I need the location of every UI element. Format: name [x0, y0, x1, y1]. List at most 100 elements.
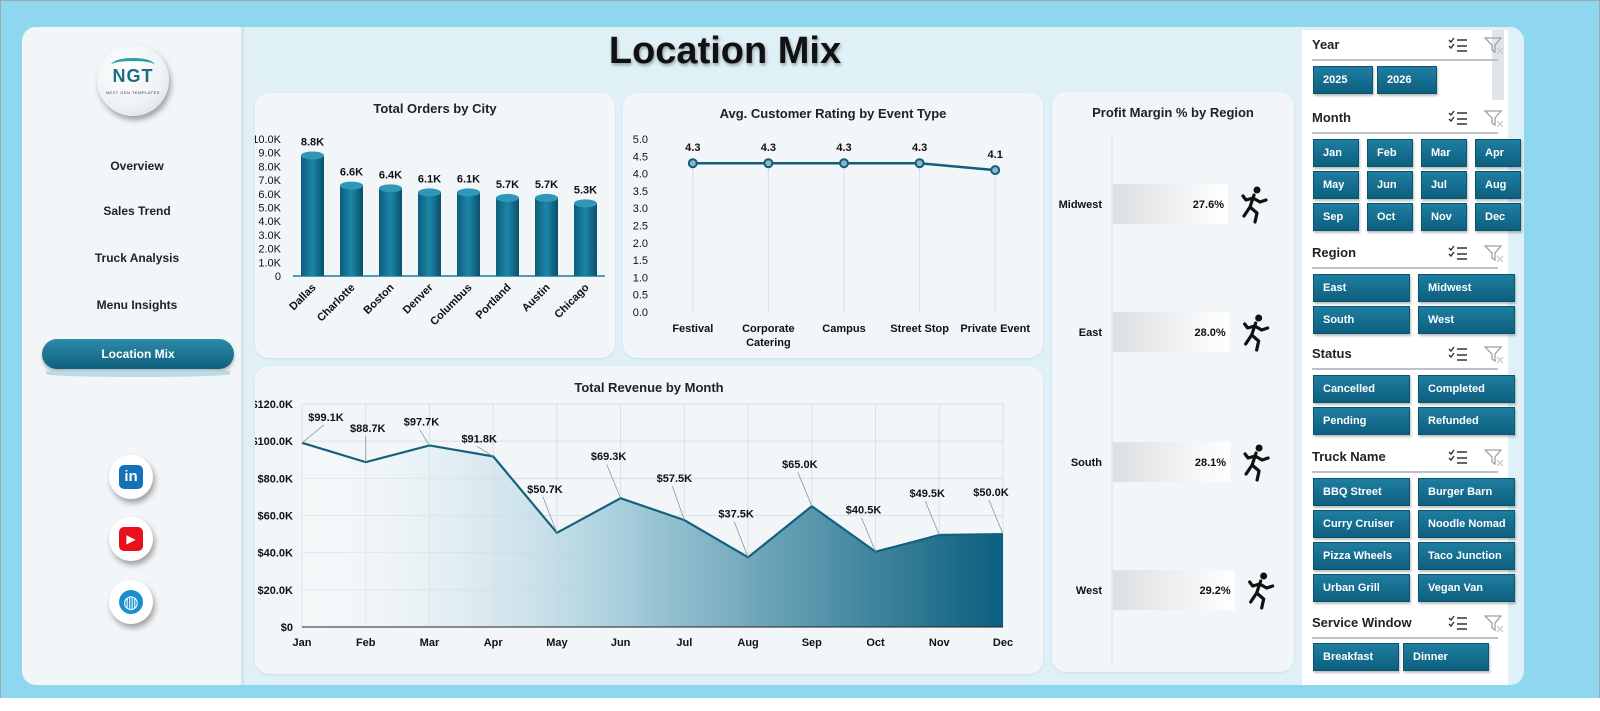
linkedin-button[interactable]: in: [109, 455, 153, 499]
youtube-button[interactable]: ▶: [109, 517, 153, 561]
multi-select-icon[interactable]: [1448, 449, 1468, 465]
x-tick-label: Private Event: [960, 323, 1030, 335]
slicer-option-may[interactable]: May: [1313, 171, 1359, 199]
slicer-option-completed[interactable]: Completed: [1418, 375, 1515, 403]
y-tick-label: 4.0K: [258, 216, 281, 228]
slicer-option-breakfast[interactable]: Breakfast: [1313, 643, 1399, 671]
slicer-option-taco-junction[interactable]: Taco Junction: [1418, 542, 1515, 570]
multi-select-icon[interactable]: [1448, 37, 1468, 53]
nav-sales-trend[interactable]: Sales Trend: [103, 204, 171, 218]
orders-chart-title: Total Orders by City: [373, 101, 497, 116]
x-tick-label: Feb: [356, 637, 376, 649]
bar: [457, 192, 480, 276]
clear-filter-icon[interactable]: [1484, 110, 1504, 128]
x-tick-label: Jan: [293, 637, 312, 649]
area-data-label: $99.1K: [308, 412, 344, 424]
x-tick-label: Campus: [822, 323, 865, 335]
slicer-option-refunded[interactable]: Refunded: [1418, 407, 1515, 435]
x-tick-label: Festival: [672, 323, 713, 335]
multi-select-icon[interactable]: [1448, 110, 1468, 126]
slicer-option-mar[interactable]: Mar: [1421, 139, 1467, 167]
slicer-header-region: Region: [1312, 241, 1508, 269]
slicer-option-vegan-van[interactable]: Vegan Van: [1418, 574, 1515, 602]
linkedin-icon: in: [119, 465, 143, 489]
slicer-option-urban-grill[interactable]: Urban Grill: [1313, 574, 1410, 602]
area-data-label: $37.5K: [718, 508, 754, 520]
x-tick-label: Chicago: [552, 281, 591, 320]
area-data-label: $88.7K: [350, 423, 386, 435]
leader-line: [924, 500, 940, 536]
leader-line: [988, 499, 1004, 535]
line-data-label: 4.1: [988, 149, 1003, 161]
slicer-option-dinner[interactable]: Dinner: [1403, 643, 1489, 671]
nav-menu-insights[interactable]: Menu Insights: [96, 298, 178, 312]
slicer-option-bbq-street[interactable]: BBQ Street: [1313, 478, 1410, 506]
area-data-label: $97.7K: [404, 416, 440, 428]
y-tick-label: 0.0: [633, 307, 648, 319]
slicer-option-jul[interactable]: Jul: [1421, 171, 1467, 199]
website-button[interactable]: ◍: [109, 580, 153, 624]
region-label: Midwest: [1059, 199, 1103, 211]
area-data-label: $40.5K: [846, 505, 882, 517]
slicer-option-cancelled[interactable]: Cancelled: [1313, 375, 1410, 403]
slicer-title: Truck Name: [1312, 449, 1386, 464]
slicer-option-burger-barn[interactable]: Burger Barn: [1418, 478, 1515, 506]
y-tick-label: 2.0K: [258, 244, 281, 256]
slicer-option-nov[interactable]: Nov: [1421, 203, 1467, 231]
slicer-option-2025[interactable]: 2025: [1313, 66, 1373, 94]
slicer-option-jun[interactable]: Jun: [1367, 171, 1413, 199]
clear-filter-icon[interactable]: [1484, 615, 1504, 633]
line-point: [839, 158, 849, 169]
y-tick-label: 2.0: [633, 238, 648, 250]
slicer-option-pizza-wheels[interactable]: Pizza Wheels: [1313, 542, 1410, 570]
slicer-option-jan[interactable]: Jan: [1313, 139, 1359, 167]
x-tick-label: Sep: [802, 637, 822, 649]
nav-location-mix[interactable]: Location Mix: [42, 339, 234, 377]
margin-bar: [1113, 442, 1231, 482]
profit-margin-chart: Midwest 27.6% East 28.0% South 28.1% West 29.2%: [1059, 136, 1275, 662]
clear-filter-icon[interactable]: [1484, 245, 1504, 263]
slicer-header-month: Month: [1312, 106, 1508, 134]
y-tick-label: 5.0: [633, 134, 648, 146]
bar-data-label: 5.7K: [535, 179, 558, 191]
bar-cap: [535, 193, 558, 202]
bar-data-label: 6.1K: [418, 173, 441, 185]
multi-select-icon[interactable]: [1448, 346, 1468, 362]
y-tick-label: $100.0K: [255, 436, 293, 448]
slicer-option-midwest[interactable]: Midwest: [1418, 274, 1515, 302]
region-label: West: [1076, 585, 1102, 597]
slicer-option-west[interactable]: West: [1418, 306, 1515, 334]
clear-filter-icon[interactable]: [1484, 37, 1504, 55]
slicer-option-oct[interactable]: Oct: [1367, 203, 1413, 231]
x-tick-label: Dec: [993, 637, 1013, 649]
rating-by-event-card: Avg. Customer Rating by Event Type 0.0 0.…: [623, 93, 1043, 358]
region-label: East: [1079, 327, 1103, 339]
nav-truck-analysis[interactable]: Truck Analysis: [94, 251, 180, 265]
region-label: South: [1071, 457, 1102, 469]
y-tick-label: $60.0K: [258, 511, 294, 523]
slicer-option-feb[interactable]: Feb: [1367, 139, 1413, 167]
clear-filter-icon[interactable]: [1484, 449, 1504, 467]
slicer-option-curry-cruiser[interactable]: Curry Cruiser: [1313, 510, 1410, 538]
profit-margin-card: Profit Margin % by Region Midwest 27.6% Ea…: [1052, 92, 1294, 672]
slicer-option-dec[interactable]: Dec: [1475, 203, 1521, 231]
margin-data-label: 28.0%: [1194, 327, 1225, 339]
nav-overview[interactable]: Overview: [110, 159, 164, 173]
slicer-option-east[interactable]: East: [1313, 274, 1410, 302]
clear-filter-icon[interactable]: [1484, 346, 1504, 364]
slicer-option-pending[interactable]: Pending: [1313, 407, 1410, 435]
slicer-option-south[interactable]: South: [1313, 306, 1410, 334]
slicer-rule: [1312, 471, 1498, 473]
slicer-option-sep[interactable]: Sep: [1313, 203, 1359, 231]
multi-select-icon[interactable]: [1448, 245, 1468, 261]
slicer-option-noodle-nomad[interactable]: Noodle Nomad: [1418, 510, 1515, 538]
slicer-option-apr[interactable]: Apr: [1475, 139, 1521, 167]
margin-bar: [1113, 570, 1235, 610]
y-tick-label: $120.0K: [255, 399, 293, 411]
bar: [301, 155, 324, 276]
multi-select-icon[interactable]: [1448, 615, 1468, 631]
y-tick-label: $40.0K: [258, 548, 294, 560]
x-tick-label: Jun: [611, 637, 631, 649]
slicer-option-2026[interactable]: 2026: [1377, 66, 1437, 94]
slicer-option-aug[interactable]: Aug: [1475, 171, 1521, 199]
